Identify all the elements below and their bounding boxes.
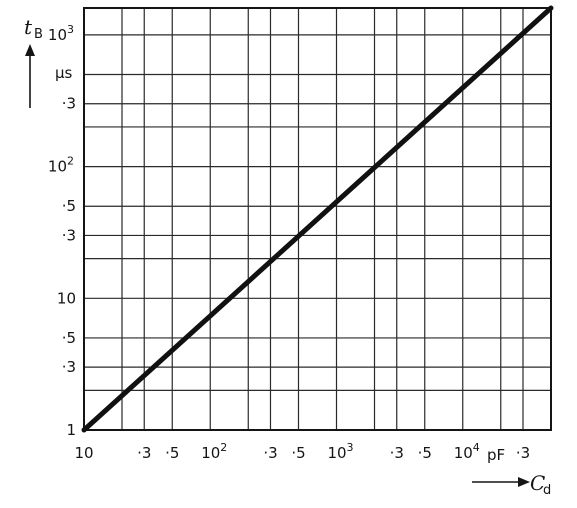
x-tick-label: ·5 — [418, 444, 432, 462]
y-axis-symbol: t — [24, 15, 33, 39]
y-tick-labels: 1 ·3 ·5 10 ·3 ·5 102 ·3 103 — [48, 23, 76, 439]
x-tick-label: 104 — [454, 441, 480, 462]
x-tick-label: ·3 — [137, 444, 151, 462]
x-tick-label: ·3 — [390, 444, 404, 462]
y-axis-unit: µs — [55, 64, 73, 82]
y-tick-label: 102 — [48, 155, 74, 176]
x-tick-label: 102 — [201, 441, 227, 462]
y-axis-subscript: B — [34, 27, 43, 42]
y-axis-arrow — [25, 44, 35, 108]
x-axis-unit: pF — [487, 446, 505, 464]
y-tick-label: 10 — [57, 289, 76, 307]
x-axis-arrow — [472, 477, 530, 487]
chart-grid — [83, 8, 551, 431]
series-layer — [81, 5, 554, 433]
x-axis-subscript: d — [543, 483, 551, 498]
x-tick-label: ·5 — [165, 444, 179, 462]
plot-frame — [83, 7, 552, 431]
y-tick-label: ·5 — [62, 329, 76, 347]
y-tick-label: ·3 — [62, 358, 76, 376]
x-tick-label: ·5 — [291, 444, 305, 462]
y-tick-label: 1 — [66, 421, 76, 439]
y-tick-label: ·3 — [62, 95, 76, 113]
x-axis-symbol: C — [530, 471, 545, 495]
x-axis-title: C d — [530, 471, 551, 498]
y-axis-title: t B — [24, 15, 43, 42]
y-tick-label: ·3 — [62, 226, 76, 244]
y-tick-label: ·5 — [62, 197, 76, 215]
y-tick-label: 103 — [48, 23, 74, 44]
x-tick-label: 10 — [74, 444, 93, 462]
series-line — [81, 5, 554, 433]
x-tick-label: 103 — [327, 441, 353, 462]
x-tick-label: ·3 — [263, 444, 277, 462]
x-tick-labels: 10 ·3 ·5 102 ·3 ·5 103 ·3 ·5 104 ·3 — [74, 441, 530, 462]
x-tick-label: ·3 — [516, 444, 530, 462]
